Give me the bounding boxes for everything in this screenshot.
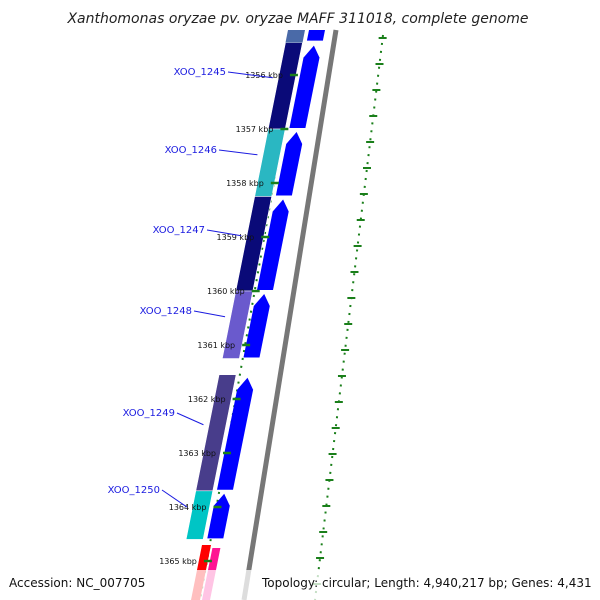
tick-label: 1360 kbp <box>207 287 245 296</box>
cds-arrow <box>207 493 230 539</box>
gene-leader-line <box>176 412 204 426</box>
gene-leader-line <box>218 149 258 156</box>
tick-label: 1359 kbp <box>217 233 255 242</box>
cds-arrow-partial <box>306 30 325 41</box>
accession-text: Accession: NC_007705 <box>9 576 145 590</box>
cds-arrow <box>289 45 320 128</box>
gene-leader-line <box>161 489 188 508</box>
tick-label: 1358 kbp <box>226 179 264 188</box>
cds-arrow <box>257 199 289 290</box>
gc-content-track <box>314 34 384 600</box>
cds-arrow <box>217 377 254 490</box>
gene-label: XOO_1248 <box>140 306 192 317</box>
gene-label: XOO_1250 <box>108 485 160 496</box>
gene-label: XOO_1247 <box>153 225 205 236</box>
genome-map: 1356 kbp 1357 kbp 1358 kbp 1359 kbp 1360 kbp… <box>108 29 387 600</box>
gene-leader-line <box>206 229 242 237</box>
tick-label: 1356 kbp <box>245 71 283 80</box>
gene-label: XOO_1245 <box>174 67 226 78</box>
footer-background <box>0 570 600 600</box>
genome-backbone <box>241 29 339 600</box>
tick-label: 1362 kbp <box>188 395 226 404</box>
genome-title: Xanthomonas oryzae pv. oryzae MAFF 31101… <box>66 11 528 27</box>
tick-label: 1365 kbp <box>159 557 197 566</box>
gene-leader-line <box>227 71 273 79</box>
gene-label: XOO_1249 <box>123 408 175 419</box>
gene-leader-line <box>193 310 226 318</box>
cds-arrow <box>275 132 303 196</box>
gene-block <box>221 290 254 359</box>
tick-label: 1363 kbp <box>178 449 216 458</box>
gene-block-partial <box>285 30 305 43</box>
topology-text: Topology: circular; Length: 4,940,217 bp… <box>261 576 592 590</box>
tick-label: 1364 kbp <box>169 503 207 512</box>
tick-label: 1357 kbp <box>236 125 274 134</box>
gene-block <box>185 490 214 540</box>
tick-label: 1361 kbp <box>197 341 235 350</box>
gene-label: XOO_1246 <box>165 145 217 156</box>
cds-arrow <box>243 294 270 358</box>
